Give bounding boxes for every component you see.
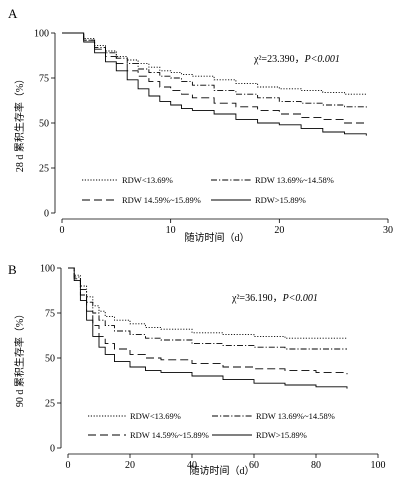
panel-label: B: [8, 262, 17, 277]
x-axis-title: 随访时间（d）: [190, 464, 255, 477]
survival-chart-90d: B 0 25 50 75 100 0 20 40 60 80 100 随访时间（d） 90 d 累积生存率…: [8, 262, 386, 477]
x-tick-label: 20: [125, 460, 135, 471]
x-tick-label: 0: [60, 225, 65, 236]
legend-label: RDW<13.69%: [130, 411, 181, 421]
x-tick-label: 60: [249, 460, 259, 471]
x-axis-title: 随访时间（d）: [185, 231, 250, 244]
series-line: [62, 32, 367, 109]
stat-p: P<0.001: [282, 293, 318, 304]
y-tick-label: 0: [50, 444, 55, 455]
x-tick-label: 80: [311, 460, 321, 471]
y-tick-label: 25: [39, 164, 49, 175]
y-tick-label: 25: [45, 399, 55, 410]
stat-annotation: χ²=23.390，P<0.001: [253, 54, 340, 65]
legend-label: RDW 14.59%~15.89%: [122, 195, 201, 205]
legend-label: RDW>15.89%: [256, 430, 307, 440]
x-tick-label: 0: [66, 460, 71, 471]
panel-label: A: [8, 6, 18, 21]
legend-label: RDW 13.69%~14.58%: [256, 411, 335, 421]
y-axis-title: 90 d 累积生存率（%）: [13, 309, 26, 407]
y-tick-label: 100: [34, 29, 49, 40]
series-line: [68, 267, 347, 350]
stat-p: P<0.001: [304, 54, 340, 65]
stat-annotation: χ²=36.190，P<0.001: [231, 293, 318, 304]
x-tick-label: 10: [166, 225, 176, 236]
legend-label: RDW 13.69%~14.58%: [255, 175, 334, 185]
y-tick-label: 75: [39, 74, 49, 85]
series-line: [68, 267, 348, 375]
y-tick-label: 50: [45, 354, 55, 365]
y-tick-label: 50: [39, 119, 49, 130]
x-tick-label: 40: [187, 460, 197, 471]
legend-label: RDW 14.59%~15.89%: [130, 430, 209, 440]
y-axis-title: 28 d 累积生存率（%）: [13, 74, 26, 172]
stat-chi: χ²=36.190，: [231, 293, 283, 304]
series-line: [62, 32, 367, 136]
legend-label: RDW>15.89%: [255, 195, 306, 205]
y-tick-label: 75: [45, 309, 55, 320]
series-line: [68, 267, 347, 339]
survival-chart-28d: A 0 25 50 75 100 0 10 20 30 随访时间（d） 28 d 累积生存率（%） χ²…: [8, 6, 393, 244]
x-tick-label: 30: [383, 225, 393, 236]
x-tick-label: 100: [371, 460, 386, 471]
x-tick-label: 20: [274, 225, 284, 236]
y-tick-label: 100: [40, 264, 55, 275]
legend-label: RDW<13.69%: [122, 175, 173, 185]
stat-chi: χ²=23.390，: [253, 54, 305, 65]
y-tick-label: 0: [44, 209, 49, 220]
series-line: [68, 267, 348, 389]
